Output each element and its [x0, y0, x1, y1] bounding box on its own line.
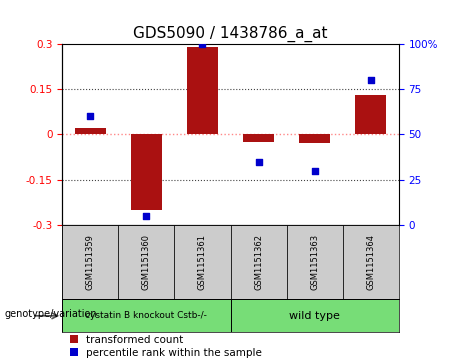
Text: wild type: wild type: [289, 311, 340, 321]
Point: [255, 159, 262, 164]
Text: GSM1151363: GSM1151363: [310, 234, 319, 290]
Text: GSM1151360: GSM1151360: [142, 234, 151, 290]
Bar: [343, 225, 399, 299]
Bar: [299, 134, 330, 143]
Bar: [230, 299, 399, 332]
Bar: [355, 95, 386, 134]
Legend: transformed count, percentile rank within the sample: transformed count, percentile rank withi…: [70, 335, 262, 358]
Bar: [75, 128, 106, 134]
Bar: [287, 225, 343, 299]
Text: GSM1151359: GSM1151359: [86, 234, 95, 290]
Bar: [187, 46, 218, 134]
Bar: [230, 225, 287, 299]
Text: cystatin B knockout Cstb-/-: cystatin B knockout Cstb-/-: [85, 311, 207, 320]
Bar: [174, 225, 230, 299]
Point: [87, 113, 94, 119]
Point: [311, 168, 318, 174]
Point: [367, 77, 374, 83]
Title: GDS5090 / 1438786_a_at: GDS5090 / 1438786_a_at: [133, 26, 328, 42]
Text: GSM1151364: GSM1151364: [366, 234, 375, 290]
Bar: [118, 225, 174, 299]
Text: GSM1151361: GSM1151361: [198, 234, 207, 290]
Point: [199, 41, 206, 46]
Bar: [62, 299, 230, 332]
Bar: [243, 134, 274, 142]
Bar: [131, 134, 162, 210]
Bar: [62, 225, 118, 299]
Point: [142, 213, 150, 219]
Text: genotype/variation: genotype/variation: [5, 309, 97, 319]
Text: GSM1151362: GSM1151362: [254, 234, 263, 290]
